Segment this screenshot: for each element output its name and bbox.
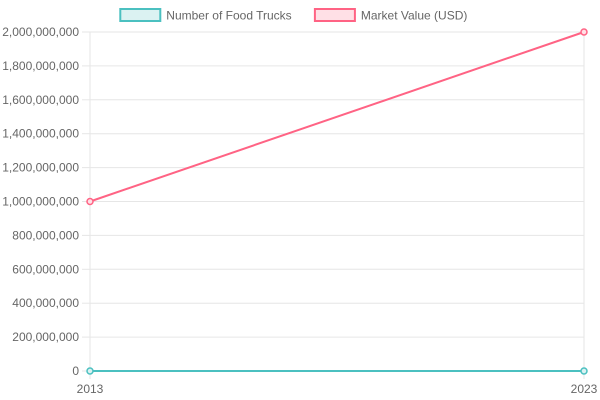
y-tick-label: 1,800,000,000 bbox=[2, 59, 79, 73]
grid bbox=[89, 31, 585, 379]
x-tick-label: 2013 bbox=[77, 382, 104, 396]
legend-swatch bbox=[119, 8, 162, 22]
data-point bbox=[86, 367, 94, 375]
data-point bbox=[86, 197, 94, 206]
y-tick-label: 1,200,000,000 bbox=[2, 161, 79, 175]
legend-item-0[interactable]: Number of Food Trucks bbox=[119, 8, 292, 23]
legend-item-1[interactable]: Market Value (USD) bbox=[313, 8, 467, 23]
y-tick-label: 1,400,000,000 bbox=[2, 127, 79, 141]
x-tick-label: 2023 bbox=[571, 382, 598, 396]
legend: Number of Food Trucks Market Value (USD) bbox=[119, 8, 467, 23]
y-tick-label: 0 bbox=[72, 364, 79, 378]
data-point bbox=[580, 28, 588, 36]
x-axis: 2013 2023 bbox=[77, 382, 598, 396]
series-line-1 bbox=[89, 31, 585, 203]
y-tick-label: 600,000,000 bbox=[12, 262, 79, 276]
legend-label: Market Value (USD) bbox=[361, 9, 467, 23]
y-tick-label: 1,000,000,000 bbox=[2, 195, 79, 209]
y-tick-label: 200,000,000 bbox=[12, 330, 79, 344]
y-tick-label: 1,600,000,000 bbox=[2, 93, 79, 107]
y-tick-label: 2,000,000,000 bbox=[2, 25, 79, 39]
y-tick-label: 400,000,000 bbox=[12, 296, 79, 310]
legend-swatch bbox=[313, 8, 356, 22]
y-axis: 0 200,000,000 400,000,000 600,000,000 800,00… bbox=[2, 25, 90, 378]
y-tick-label: 800,000,000 bbox=[12, 228, 79, 242]
series-layer bbox=[86, 28, 588, 375]
legend-label: Number of Food Trucks bbox=[166, 9, 291, 23]
data-point bbox=[580, 367, 588, 375]
